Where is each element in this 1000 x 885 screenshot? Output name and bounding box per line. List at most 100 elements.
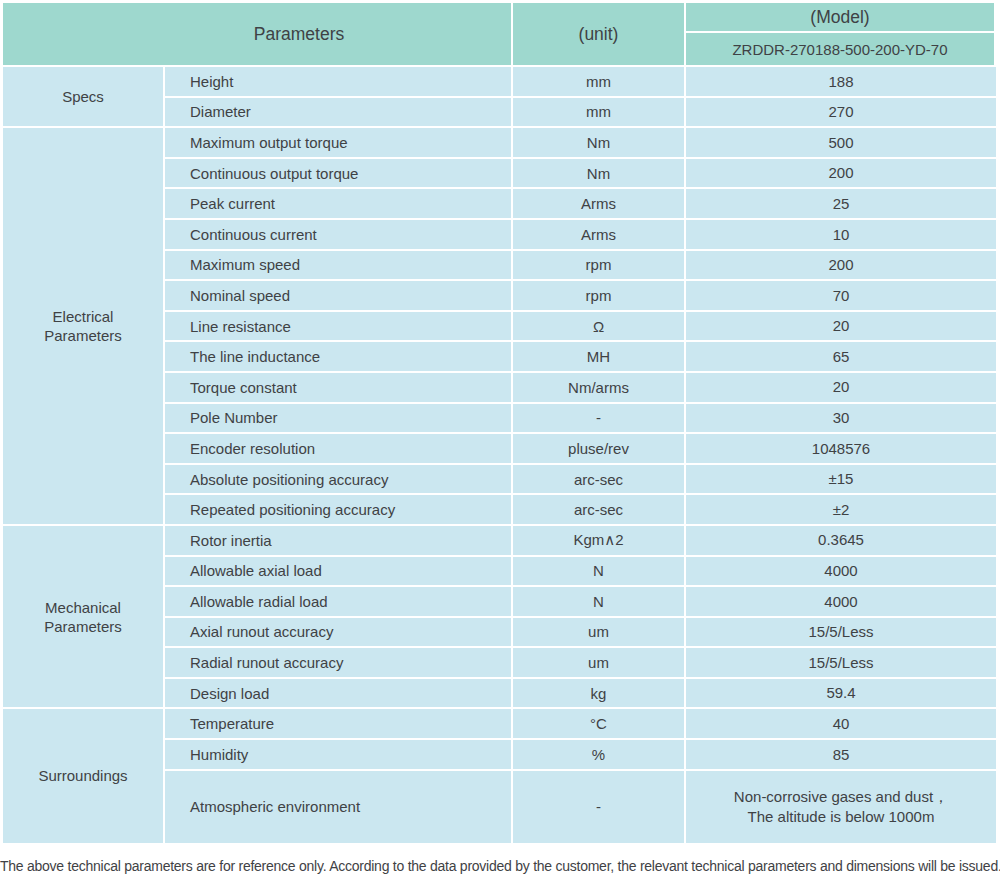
section-mechanical-parameters: Mechanical Parameters Rotor inertia Kgm∧… [3, 526, 996, 708]
unit-cell: °C [513, 709, 684, 738]
header-model-number: ZRDDR-270188-500-200-YD-70 [686, 33, 994, 65]
row-nominal-speed: Nominal speed rpm 70 [165, 281, 996, 310]
row-line-inductance: The line inductance MH 65 [165, 342, 996, 371]
section-electrical-rows: Maximum output torque Nm 500 Continuous … [165, 128, 996, 524]
unit-cell: um [513, 648, 684, 677]
unit-cell: Nm [513, 128, 684, 157]
unit-cell: Arms [513, 189, 684, 218]
row-atmospheric-environment: Atmospheric environment - Non-corrosive … [165, 771, 996, 843]
value-cell: 85 [686, 740, 996, 769]
unit-cell: % [513, 740, 684, 769]
value-cell: 20 [686, 312, 996, 341]
unit-cell: Ω [513, 312, 684, 341]
param-cell: Allowable radial load [165, 587, 511, 616]
param-cell: Axial runout accuracy [165, 618, 511, 647]
unit-cell: Arms [513, 220, 684, 249]
row-line-resistance: Line resistance Ω 20 [165, 312, 996, 341]
value-cell: 200 [686, 159, 996, 188]
row-encoder-resolution: Encoder resolution pluse/rev 1048576 [165, 434, 996, 463]
unit-cell: N [513, 557, 684, 586]
value-cell: 1048576 [686, 434, 996, 463]
unit-cell: mm [513, 98, 684, 127]
value-cell: 188 [686, 67, 996, 96]
value-cell: 70 [686, 281, 996, 310]
header-parameters-label: Parameters [3, 3, 511, 65]
value-cell: 59.4 [686, 679, 996, 708]
value-cell: 4000 [686, 587, 996, 616]
param-cell: Continuous output torque [165, 159, 511, 188]
param-cell: Atmospheric environment [165, 771, 511, 843]
section-specs-rows: Height mm 188 Diameter mm 270 [165, 67, 996, 126]
param-cell: Rotor inertia [165, 526, 511, 555]
unit-cell: um [513, 618, 684, 647]
section-surroundings: Surroundings Temperature °C 40 Humidity … [3, 709, 996, 842]
row-humidity: Humidity % 85 [165, 740, 996, 769]
value-cell: ±2 [686, 495, 996, 524]
header-model-column: (Model) ZRDDR-270188-500-200-YD-70 [686, 3, 994, 65]
value-cell: 15/5/Less [686, 648, 996, 677]
param-cell: Line resistance [165, 312, 511, 341]
section-specs: Specs Height mm 188 Diameter mm 270 [3, 67, 996, 126]
param-cell: Diameter [165, 98, 511, 127]
group-label-electrical-parameters: Electrical Parameters [3, 128, 163, 524]
value-cell: 4000 [686, 557, 996, 586]
spec-table: Parameters (unit) (Model) ZRDDR-270188-5… [3, 3, 996, 843]
group-label-specs: Specs [3, 67, 163, 126]
value-cell: 30 [686, 404, 996, 433]
param-cell: Allowable axial load [165, 557, 511, 586]
param-cell: Design load [165, 679, 511, 708]
row-continuous-current: Continuous current Arms 10 [165, 220, 996, 249]
param-cell: The line inductance [165, 342, 511, 371]
param-cell: Encoder resolution [165, 434, 511, 463]
row-torque-constant: Torque constant Nm/arms 20 [165, 373, 996, 402]
row-allowable-radial-load: Allowable radial load N 4000 [165, 587, 996, 616]
row-rotor-inertia: Rotor inertia Kgm∧2 0.3645 [165, 526, 996, 555]
value-cell: 20 [686, 373, 996, 402]
param-cell: Nominal speed [165, 281, 511, 310]
unit-cell: rpm [513, 251, 684, 280]
section-electrical-parameters: Electrical Parameters Maximum output tor… [3, 128, 996, 524]
row-radial-runout-accuracy: Radial runout accuracy um 15/5/Less [165, 648, 996, 677]
param-cell: Height [165, 67, 511, 96]
param-cell: Torque constant [165, 373, 511, 402]
section-mechanical-rows: Rotor inertia Kgm∧2 0.3645 Allowable axi… [165, 526, 996, 708]
unit-cell: MH [513, 342, 684, 371]
row-maximum-speed: Maximum speed rpm 200 [165, 251, 996, 280]
row-design-load: Design load kg 59.4 [165, 679, 996, 708]
footnote: The above technical parameters are for r… [0, 858, 1000, 874]
value-cell: 500 [686, 128, 996, 157]
group-label-mechanical-parameters: Mechanical Parameters [3, 526, 163, 708]
param-cell: Peak current [165, 189, 511, 218]
value-cell: 15/5/Less [686, 618, 996, 647]
param-cell: Repeated positioning accuracy [165, 495, 511, 524]
table-header: Parameters (unit) (Model) ZRDDR-270188-5… [3, 3, 996, 65]
unit-cell: kg [513, 679, 684, 708]
unit-cell: - [513, 404, 684, 433]
section-surroundings-rows: Temperature °C 40 Humidity % 85 Atmosphe… [165, 709, 996, 842]
row-maximum-output-torque: Maximum output torque Nm 500 [165, 128, 996, 157]
value-cell: ±15 [686, 465, 996, 494]
unit-cell: mm [513, 67, 684, 96]
param-cell: Pole Number [165, 404, 511, 433]
unit-cell: Nm [513, 159, 684, 188]
unit-cell: pluse/rev [513, 434, 684, 463]
value-cell: 10 [686, 220, 996, 249]
unit-cell: rpm [513, 281, 684, 310]
row-peak-current: Peak current Arms 25 [165, 189, 996, 218]
param-cell: Radial runout accuracy [165, 648, 511, 677]
row-axial-runout-accuracy: Axial runout accuracy um 15/5/Less [165, 618, 996, 647]
header-model-label: (Model) [686, 3, 994, 33]
row-pole-number: Pole Number - 30 [165, 404, 996, 433]
row-height: Height mm 188 [165, 67, 996, 96]
header-unit-label: (unit) [513, 3, 684, 65]
group-label-surroundings: Surroundings [3, 709, 163, 842]
param-cell: Maximum output torque [165, 128, 511, 157]
unit-cell: Nm/arms [513, 373, 684, 402]
value-cell: 25 [686, 189, 996, 218]
row-continuous-output-torque: Continuous output torque Nm 200 [165, 159, 996, 188]
param-cell: Absolute positioning accuracy [165, 465, 511, 494]
param-cell: Temperature [165, 709, 511, 738]
row-allowable-axial-load: Allowable axial load N 4000 [165, 557, 996, 586]
row-diameter: Diameter mm 270 [165, 98, 996, 127]
row-temperature: Temperature °C 40 [165, 709, 996, 738]
